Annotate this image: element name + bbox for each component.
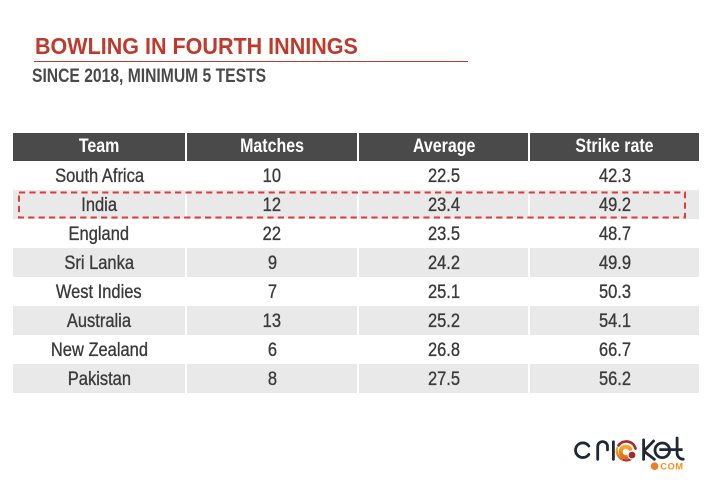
- svg-text:COM: COM: [660, 461, 683, 471]
